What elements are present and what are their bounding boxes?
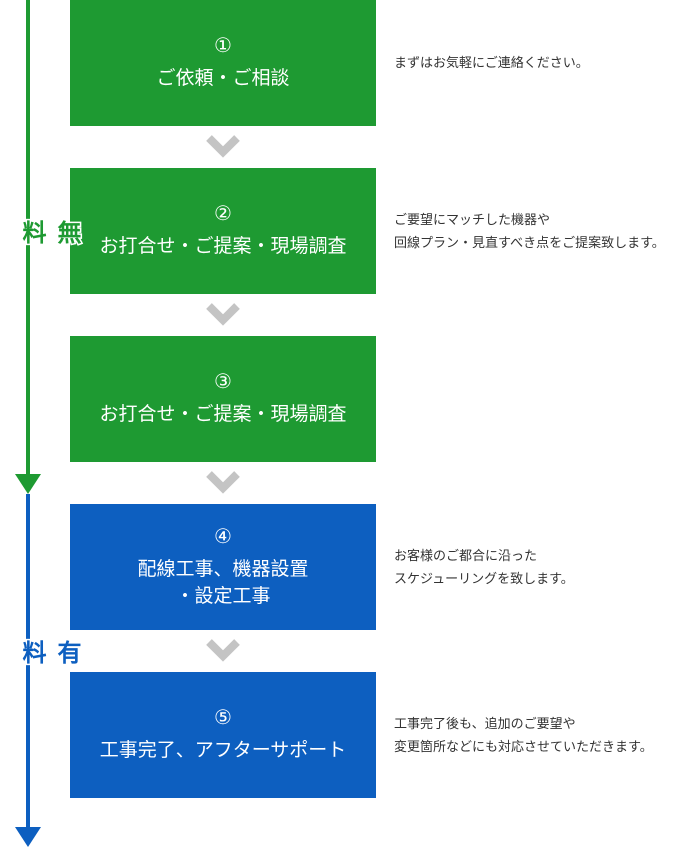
phase-arrow-paid	[14, 494, 42, 847]
step-title: お打合せ・ご提案・現場調査	[99, 402, 346, 429]
step-title: お打合せ・ご提案・現場調査	[99, 234, 346, 261]
chevron-down-icon	[205, 638, 241, 664]
step-box-3: ③ お打合せ・ご提案・現場調査	[70, 336, 376, 462]
flow-main: ① ご依頼・ご相談 まずはお気軽にご連絡ください。 ② お打合せ・ご提案・現場調査 ご要望…	[70, 0, 682, 798]
step-chevron	[70, 462, 376, 504]
step-title: ご依頼・ご相談	[156, 66, 289, 93]
step-number: ②	[214, 201, 232, 226]
step-number: ①	[214, 33, 232, 58]
step-description: ご要望にマッチした機器や回線プラン・見直すべき点をご提案致します。	[394, 208, 682, 255]
chevron-down-icon	[205, 302, 241, 328]
phase-label-paid: 有料	[14, 640, 84, 664]
step-description: お客様のご都合に沿ったスケジューリングを致します。	[394, 544, 682, 591]
step-chevron	[70, 630, 376, 672]
step-chevron	[70, 126, 376, 168]
chevron-down-icon	[205, 470, 241, 496]
step-box-5: ⑤ 工事完了、アフターサポート	[70, 672, 376, 798]
step-description: まずはお気軽にご連絡ください。	[394, 51, 682, 74]
step-box-1: ① ご依頼・ご相談	[70, 0, 376, 126]
step-box-2: ② お打合せ・ご提案・現場調査	[70, 168, 376, 294]
step-number: ③	[214, 369, 232, 394]
step-number: ④	[214, 524, 232, 549]
step-row-2: ② お打合せ・ご提案・現場調査 ご要望にマッチした機器や回線プラン・見直すべき点をご…	[70, 168, 682, 294]
step-row-1: ① ご依頼・ご相談 まずはお気軽にご連絡ください。	[70, 0, 682, 126]
step-row-4: ④ 配線工事、機器設置・設定工事 お客様のご都合に沿ったスケジューリングを致します。	[70, 504, 682, 630]
chevron-down-icon	[205, 134, 241, 160]
step-title: 工事完了、アフターサポート	[100, 738, 347, 765]
step-chevron	[70, 294, 376, 336]
step-row-3: ③ お打合せ・ご提案・現場調査	[70, 336, 682, 462]
phase-arrow-free	[14, 0, 42, 494]
step-number: ⑤	[214, 705, 232, 730]
step-row-5: ⑤ 工事完了、アフターサポート 工事完了後も、追加のご要望や変更箇所などにも対応させ…	[70, 672, 682, 798]
phase-label-free: 無料	[14, 220, 84, 244]
step-description: 工事完了後も、追加のご要望や変更箇所などにも対応させていただきます。	[394, 712, 682, 759]
step-title: 配線工事、機器設置・設定工事	[137, 557, 308, 610]
step-box-4: ④ 配線工事、機器設置・設定工事	[70, 504, 376, 630]
